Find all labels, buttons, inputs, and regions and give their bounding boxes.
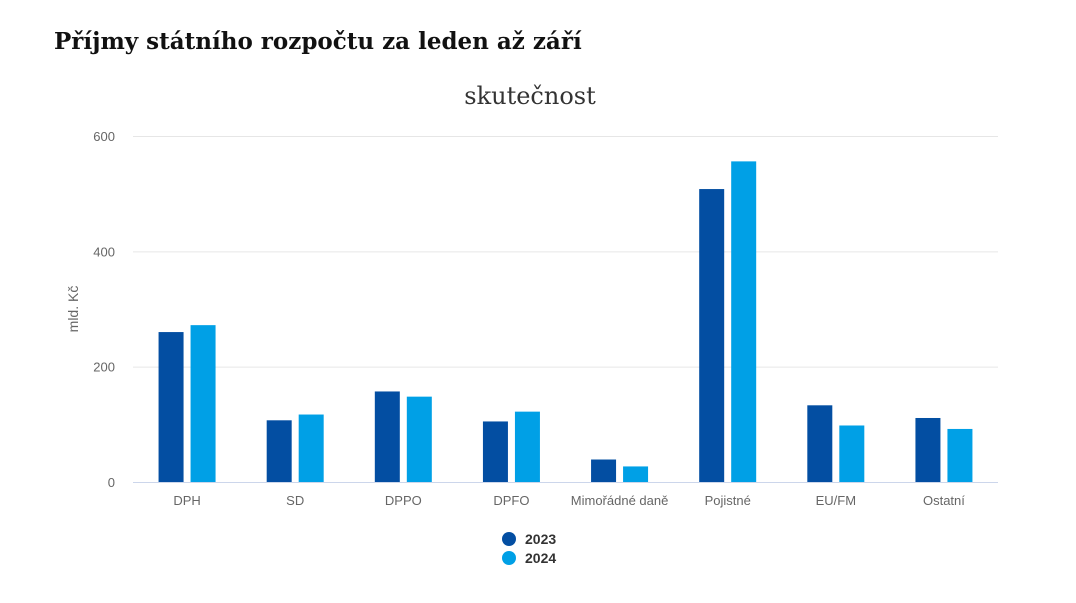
y-axis-ticks: 0 200 400 600 xyxy=(93,129,115,490)
bar-2024-5[interactable] xyxy=(731,161,757,482)
y-tick-label: 0 xyxy=(108,475,115,490)
x-tick-label: Ostatní xyxy=(923,493,965,508)
bar-2023-1[interactable] xyxy=(266,420,292,482)
bar-2023-0[interactable] xyxy=(158,332,184,482)
bar-2023-3[interactable] xyxy=(482,421,508,482)
bars xyxy=(158,161,973,482)
bar-2023-6[interactable] xyxy=(807,405,833,482)
bar-2024-4[interactable] xyxy=(623,466,649,482)
bar-2024-7[interactable] xyxy=(947,428,973,482)
bar-2023-7[interactable] xyxy=(915,417,941,482)
legend-marker-2023 xyxy=(502,532,516,546)
bar-2023-4[interactable] xyxy=(591,459,617,482)
bar-2023-2[interactable] xyxy=(374,391,400,482)
x-tick-label: EU/FM xyxy=(816,493,856,508)
y-tick-label: 600 xyxy=(93,129,115,144)
legend[interactable]: 2023 2024 xyxy=(502,531,556,566)
bar-2024-3[interactable] xyxy=(514,411,540,482)
y-tick-label: 400 xyxy=(93,244,115,259)
x-tick-label: DPFO xyxy=(493,493,529,508)
x-tick-label: SD xyxy=(286,493,304,508)
x-tick-label: DPH xyxy=(173,493,200,508)
legend-label[interactable]: 2023 xyxy=(525,531,556,547)
legend-marker-2024 xyxy=(502,551,516,565)
legend-label[interactable]: 2024 xyxy=(525,550,556,566)
x-tick-label: Mimořádné daně xyxy=(571,493,669,508)
x-tick-label: Pojistné xyxy=(705,493,751,508)
x-axis-ticks: DPH SD DPPO DPFO Mimořádné daně Pojistné EU/FM… xyxy=(173,493,965,508)
bar-2024-0[interactable] xyxy=(190,325,216,482)
chart-subtitle: skutečnost xyxy=(464,82,596,110)
x-tick-label: DPPO xyxy=(385,493,422,508)
bar-2024-6[interactable] xyxy=(839,425,865,482)
page-title: Příjmy státního rozpočtu za leden až zář… xyxy=(54,28,582,55)
gridlines xyxy=(133,136,998,368)
y-axis-label: mld. Kč xyxy=(65,286,81,333)
bar-2024-1[interactable] xyxy=(298,414,324,482)
bar-2023-5[interactable] xyxy=(699,189,725,482)
y-tick-label: 200 xyxy=(93,360,115,375)
bar-2024-2[interactable] xyxy=(406,396,432,482)
